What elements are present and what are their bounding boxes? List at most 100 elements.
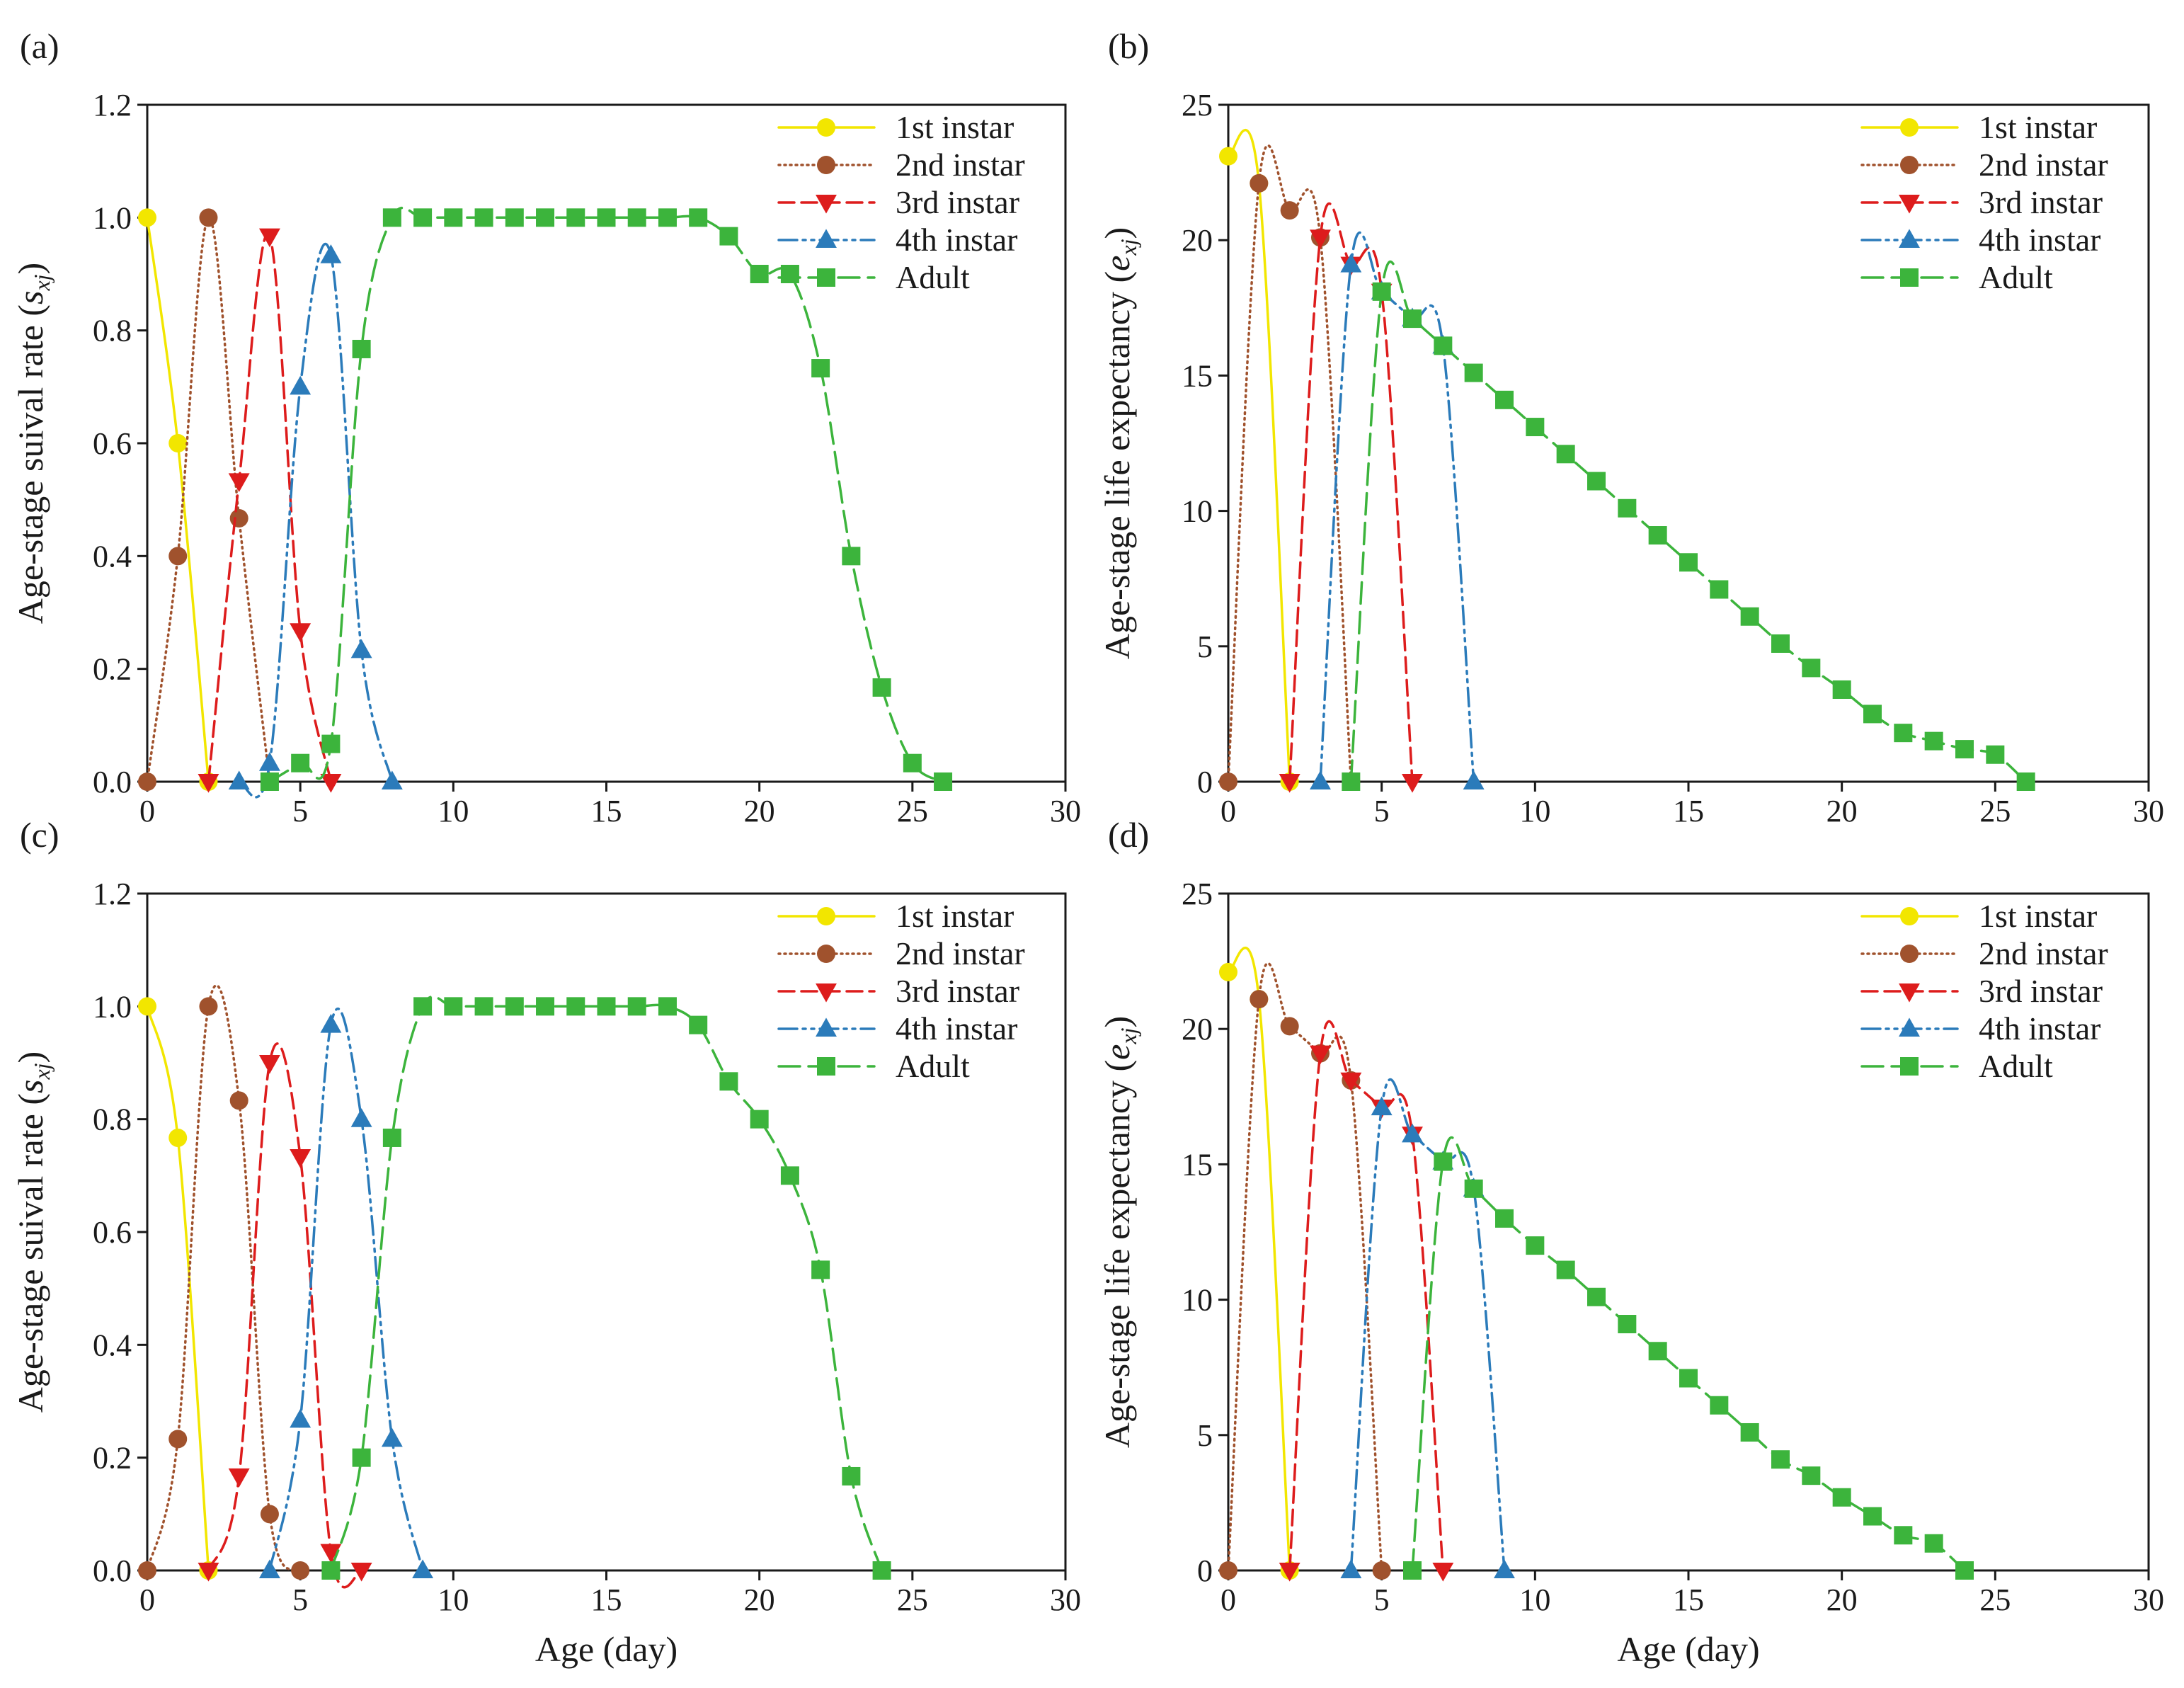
x-tick-label: 25 — [897, 1582, 928, 1617]
series-4th-instar — [258, 1007, 434, 1579]
panel-d: (d) 0 5 10 15 20 25 30 0 5 10 15 20 25 Age (day) Age-st… — [1097, 815, 2164, 1669]
data-point-2nd-instar — [1250, 173, 1269, 193]
series-1st-instar — [138, 208, 218, 791]
x-tick-label: 20 — [1826, 794, 1858, 828]
legend-label: 3rd instar — [1979, 184, 2103, 220]
x-tick-label: 10 — [1519, 794, 1550, 828]
data-point-3rd-instar — [228, 1468, 250, 1488]
data-point-adult — [1495, 1209, 1514, 1228]
x-tick-label: 0 — [139, 1582, 155, 1617]
data-point-adult — [872, 678, 891, 697]
data-point-adult — [1679, 1369, 1698, 1388]
legend-item-4th-instar: 4th instar — [1860, 1010, 2100, 1047]
data-point-adult — [474, 997, 493, 1016]
series-adult — [1403, 1136, 1974, 1580]
y-tick-label: 0 — [1197, 765, 1213, 799]
data-point-adult — [321, 1561, 341, 1580]
series-line-4th-instar — [1349, 1078, 1506, 1572]
y-tick-label: 5 — [1197, 1418, 1213, 1453]
series-2nd-instar — [138, 984, 310, 1580]
data-point-adult — [1618, 498, 1637, 518]
series-line-1st-instar — [1227, 129, 1291, 783]
data-point-adult — [1679, 553, 1698, 572]
data-point-3rd-instar — [290, 1148, 311, 1168]
x-tick-label: 20 — [744, 794, 775, 828]
data-point-adult — [566, 997, 585, 1016]
data-point-4th-instar — [258, 752, 280, 771]
y-tick-label: 0.8 — [93, 314, 132, 348]
series-line-2nd-instar — [1227, 144, 1353, 783]
y-tick-label: 0.8 — [93, 1102, 132, 1137]
data-point-adult — [1434, 1152, 1453, 1171]
y-tick-label: 1.2 — [93, 88, 132, 122]
data-point-4th-instar — [350, 639, 372, 658]
data-point-2nd-instar — [291, 1561, 310, 1580]
data-point-4th-instar — [320, 1014, 342, 1033]
data-point-2nd-instar — [138, 772, 156, 791]
data-point-adult — [260, 772, 279, 791]
series-line-3rd-instar — [1288, 202, 1414, 783]
data-point-adult — [1924, 731, 1943, 751]
legend-marker — [817, 945, 835, 963]
y-tick-label: 0.2 — [93, 1441, 132, 1476]
legend-label: 1st instar — [896, 109, 1014, 145]
data-point-adult — [1832, 680, 1851, 699]
data-point-adult — [1740, 1422, 1759, 1442]
data-point-4th-instar — [350, 1108, 372, 1127]
panel-letter: (d) — [1108, 815, 1149, 855]
data-point-adult — [352, 1448, 371, 1467]
data-point-3rd-instar — [1402, 773, 1423, 793]
legend-marker — [1899, 983, 1920, 1003]
data-point-1st-instar — [138, 997, 156, 1016]
data-point-adult — [444, 208, 463, 227]
data-point-adult — [1863, 705, 1882, 724]
legend-label: Adult — [896, 259, 970, 295]
data-point-2nd-instar — [229, 508, 248, 528]
legend-marker — [817, 118, 835, 137]
y-tick-label: 0.4 — [93, 1328, 132, 1362]
data-point-adult — [1434, 336, 1453, 355]
y-axis-title: Age-stage suival rate (sxj) — [11, 1051, 55, 1413]
data-point-adult — [1802, 658, 1821, 678]
data-point-adult — [1771, 634, 1790, 653]
data-point-4th-instar — [228, 770, 250, 790]
series-1st-instar — [1219, 129, 1299, 791]
legend-item-3rd-instar: 3rd instar — [777, 973, 1019, 1009]
data-point-adult — [780, 1166, 799, 1185]
data-point-adult — [842, 547, 861, 566]
data-point-adult — [1648, 526, 1667, 545]
legend-label: 4th instar — [1979, 1010, 2100, 1047]
legend-item-4th-instar: 4th instar — [777, 222, 1017, 258]
x-tick-label: 30 — [1050, 794, 1081, 828]
data-point-4th-instar — [290, 375, 311, 395]
data-point-adult — [566, 208, 585, 227]
data-point-adult — [1403, 1561, 1422, 1580]
data-point-adult — [1710, 580, 1729, 599]
data-point-adult — [1556, 1260, 1575, 1279]
panel-letter: (b) — [1108, 26, 1149, 66]
y-tick-label: 0.2 — [93, 652, 132, 687]
data-point-adult — [1924, 1534, 1943, 1553]
y-tick-label: 25 — [1182, 877, 1213, 911]
y-tick-label: 1.0 — [93, 989, 132, 1024]
series-adult — [1342, 260, 2035, 791]
data-point-4th-instar — [1340, 253, 1362, 273]
data-point-adult — [1556, 445, 1575, 464]
x-axis-title: Age (day) — [535, 1629, 678, 1669]
data-point-adult — [750, 1110, 769, 1129]
data-point-adult — [536, 997, 555, 1016]
series-line-adult — [268, 206, 944, 783]
series-line-2nd-instar — [146, 984, 302, 1572]
x-tick-label: 5 — [1374, 794, 1390, 828]
series-4th-instar — [228, 242, 403, 799]
data-point-adult — [750, 265, 769, 283]
data-point-4th-instar — [381, 1427, 403, 1447]
data-point-adult — [1863, 1507, 1882, 1526]
legend-item-1st-instar: 1st instar — [777, 109, 1014, 145]
series-1st-instar — [138, 997, 218, 1580]
legend-marker — [1899, 229, 1920, 249]
data-point-adult — [934, 772, 953, 791]
x-tick-label: 20 — [744, 1582, 775, 1617]
